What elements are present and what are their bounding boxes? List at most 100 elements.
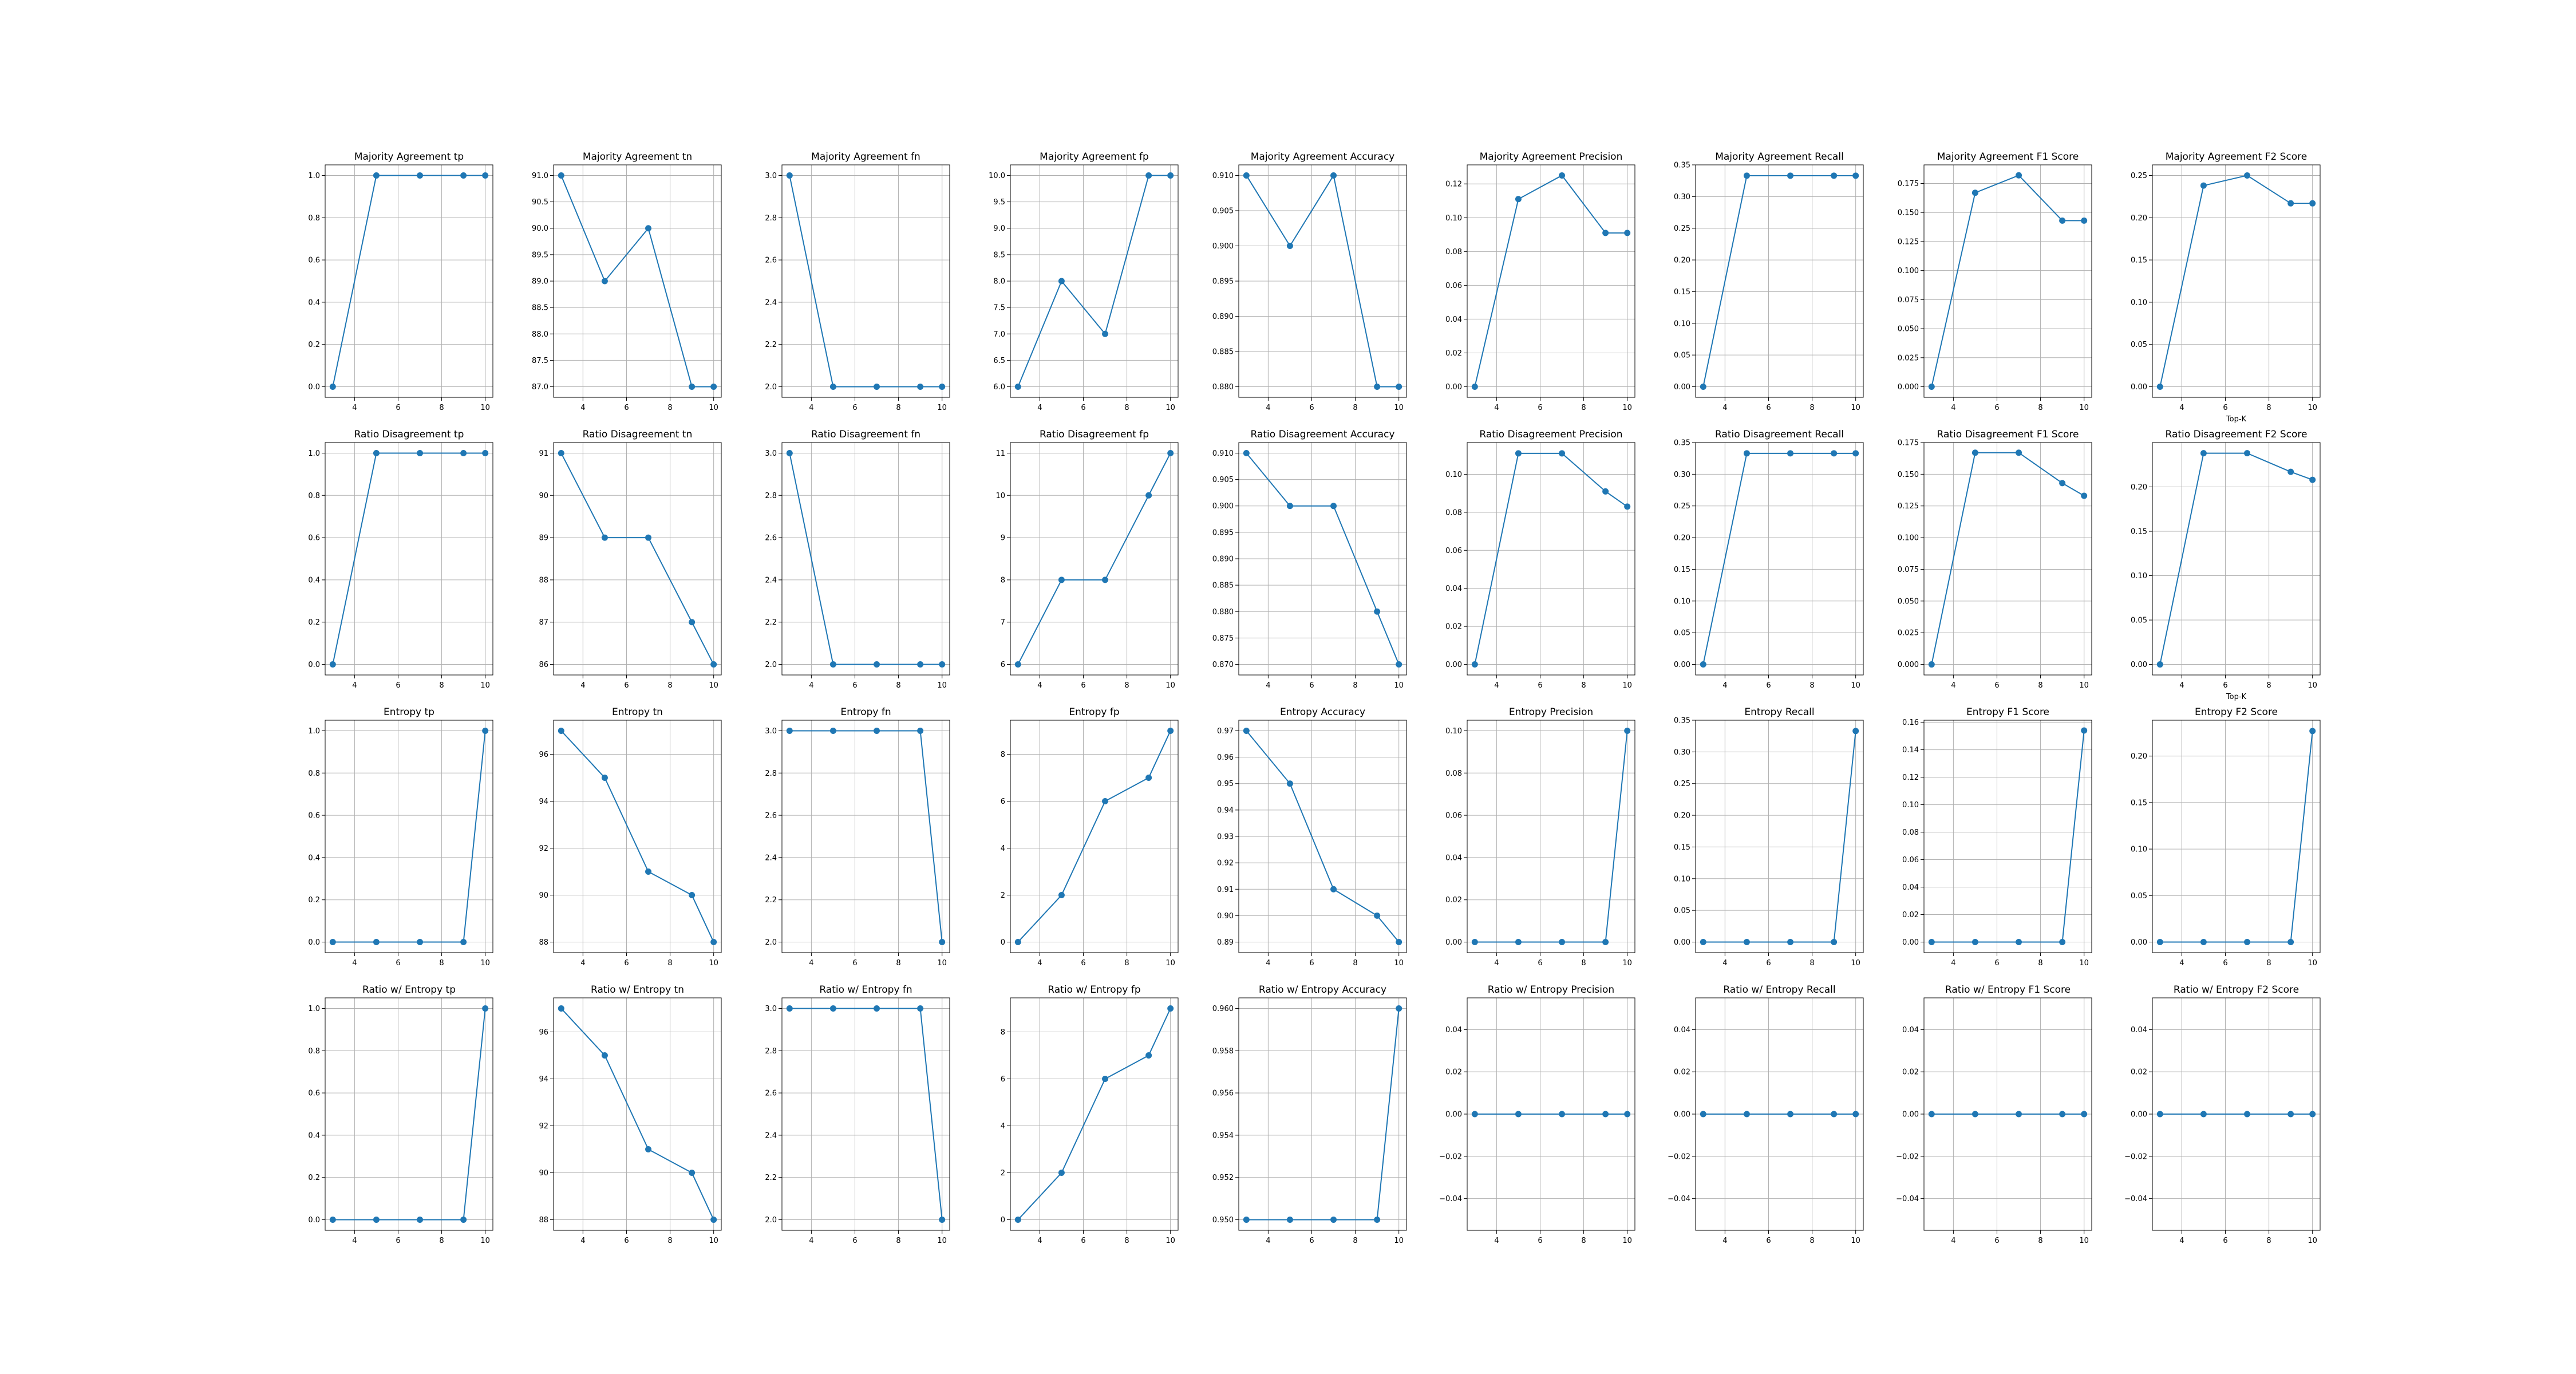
data-point bbox=[786, 727, 793, 734]
y-tick-label: 0.8 bbox=[308, 1047, 320, 1056]
y-tick-label: 0.04 bbox=[1445, 315, 1462, 324]
data-point bbox=[1058, 1170, 1065, 1176]
subplot: Entropy Precision 4 6 8 10 0.00 0.02 0.04 0.06 0.… bbox=[1445, 706, 1635, 968]
y-tick-label: 9.5 bbox=[993, 198, 1005, 207]
x-tick-label: 6 bbox=[1994, 681, 1999, 690]
y-tick-label: 0.20 bbox=[2131, 483, 2147, 492]
y-tick-label: 91.0 bbox=[532, 172, 548, 180]
data-point bbox=[2309, 1111, 2316, 1118]
y-tick-label: 0.000 bbox=[1898, 661, 1919, 669]
x-tick-label: 4 bbox=[809, 404, 813, 412]
x-tick-label: 4 bbox=[1037, 1237, 1042, 1245]
subplot: Ratio Disagreement F2 Score 4 6 8 10 0.00 0.05… bbox=[2131, 429, 2321, 701]
data-point bbox=[601, 278, 608, 285]
data-point bbox=[1743, 450, 1750, 457]
subplot: Majority Agreement fn 4 6 8 10 2.0 2.2 2.4 2.6 2.… bbox=[765, 151, 950, 412]
x-tick-label: 6 bbox=[1538, 681, 1542, 690]
y-tick-label: 0.15 bbox=[1674, 843, 1690, 852]
x-tick-label: 8 bbox=[667, 404, 672, 412]
data-point bbox=[2081, 1111, 2088, 1118]
subplot: Ratio w/ Entropy Precision 4 6 8 10 −0.04 −0.0… bbox=[1439, 984, 1635, 1245]
data-point bbox=[2244, 172, 2251, 179]
y-tick-label: 0.20 bbox=[1674, 256, 1690, 265]
y-tick-label: 0.880 bbox=[1212, 383, 1234, 392]
subplot-title: Entropy F2 Score bbox=[2195, 706, 2278, 718]
x-tick-label: 8 bbox=[439, 404, 444, 412]
axes-frame bbox=[781, 720, 950, 953]
x-tick-label: 6 bbox=[2223, 1237, 2227, 1245]
x-tick-label: 4 bbox=[2179, 681, 2184, 690]
y-tick-label: 0.910 bbox=[1212, 449, 1234, 458]
y-tick-label: 0.96 bbox=[1217, 753, 1234, 762]
x-tick-label: 8 bbox=[2038, 681, 2042, 690]
y-tick-label: 0.2 bbox=[308, 1174, 320, 1182]
y-tick-label: 0.2 bbox=[308, 341, 320, 349]
x-tick-label: 10 bbox=[1394, 681, 1404, 690]
y-tick-label: 0.875 bbox=[1212, 634, 1234, 643]
subplot: Majority Agreement tn 4 6 8 10 87.0 87.5 88.0 88… bbox=[532, 151, 722, 412]
data-point bbox=[2200, 450, 2207, 457]
x-tick-label: 4 bbox=[1494, 681, 1499, 690]
data-point bbox=[1928, 1111, 1935, 1118]
y-tick-label: 0.10 bbox=[2131, 846, 2147, 854]
y-tick-label: 0.00 bbox=[2131, 661, 2147, 669]
data-point bbox=[2016, 939, 2022, 946]
x-tick-label: 6 bbox=[396, 1237, 400, 1245]
x-tick-label: 8 bbox=[667, 681, 672, 690]
data-point bbox=[1471, 661, 1478, 668]
y-tick-label: 0.100 bbox=[1898, 267, 1919, 275]
subplot: Entropy F1 Score 4 6 8 10 0.00 0.02 0.04 0.06 0.0… bbox=[1902, 706, 2092, 968]
axes-frame bbox=[1238, 164, 1407, 398]
x-tick-label: 8 bbox=[896, 681, 900, 690]
data-point bbox=[1014, 384, 1021, 390]
x-tick-label: 8 bbox=[896, 1237, 900, 1245]
x-tick-label: 6 bbox=[1994, 959, 1999, 968]
subplot: Ratio Disagreement fp 4 6 8 10 6 7 8 9 10 11 bbox=[995, 429, 1179, 690]
x-tick-label: 4 bbox=[352, 404, 357, 412]
x-tick-label: 8 bbox=[439, 1237, 444, 1245]
data-point bbox=[1058, 278, 1065, 285]
data-point bbox=[1167, 449, 1174, 456]
y-tick-label: 0.885 bbox=[1212, 348, 1234, 357]
x-tick-label: 10 bbox=[1165, 681, 1175, 690]
x-tick-label: 4 bbox=[1037, 681, 1042, 690]
x-tick-label: 4 bbox=[1266, 959, 1270, 968]
y-tick-label: 0.910 bbox=[1212, 172, 1234, 180]
y-tick-label: 0.100 bbox=[1898, 534, 1919, 543]
subplot-title: Entropy Accuracy bbox=[1280, 706, 1365, 718]
data-point bbox=[2156, 384, 2163, 390]
y-tick-label: 0.4 bbox=[308, 576, 320, 585]
y-tick-label: 88.5 bbox=[532, 304, 548, 313]
y-tick-label: 11 bbox=[995, 449, 1005, 458]
subplot: Entropy Accuracy 4 6 8 10 0.89 0.90 0.91 0.92 0.9… bbox=[1217, 706, 1407, 968]
data-point bbox=[1559, 1111, 1566, 1118]
x-tick-label: 8 bbox=[1124, 959, 1129, 968]
subplot: Majority Agreement fp 4 6 8 10 6.0 6.5 7.0 7.5 8.… bbox=[989, 151, 1179, 412]
data-point bbox=[1243, 727, 1250, 734]
x-tick-label: 10 bbox=[709, 681, 718, 690]
x-tick-label: 6 bbox=[2223, 404, 2227, 412]
data-point bbox=[710, 939, 717, 946]
data-point bbox=[1700, 939, 1706, 946]
x-tick-label: 4 bbox=[352, 681, 357, 690]
data-point bbox=[874, 661, 880, 668]
data-point bbox=[1559, 450, 1566, 457]
y-tick-label: 0.89 bbox=[1217, 938, 1234, 947]
x-tick-label: 10 bbox=[1851, 1237, 1860, 1245]
axes-frame bbox=[325, 997, 493, 1231]
y-tick-label: 87.0 bbox=[532, 383, 548, 392]
x-tick-label: 8 bbox=[2266, 959, 2271, 968]
y-tick-label: 0.02 bbox=[1445, 896, 1462, 905]
x-tick-label: 8 bbox=[2038, 1237, 2042, 1245]
y-tick-label: 0.6 bbox=[308, 534, 320, 543]
data-point bbox=[1559, 939, 1566, 946]
y-tick-label: 0.04 bbox=[1445, 585, 1462, 593]
subplot-title: Majority Agreement F2 Score bbox=[2166, 151, 2307, 163]
data-point bbox=[460, 1217, 467, 1223]
x-tick-label: 8 bbox=[1809, 404, 1814, 412]
data-point bbox=[786, 172, 793, 179]
data-point bbox=[558, 1005, 564, 1012]
x-tick-label: 8 bbox=[1809, 681, 1814, 690]
data-point bbox=[2244, 450, 2251, 457]
x-tick-label: 4 bbox=[1951, 404, 1955, 412]
